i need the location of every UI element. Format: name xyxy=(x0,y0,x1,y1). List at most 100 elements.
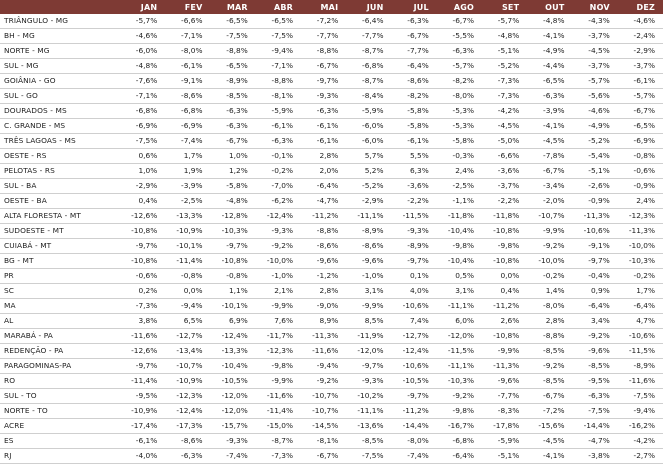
value-cell: -9,1% xyxy=(572,238,618,254)
header-corner xyxy=(0,0,120,14)
value-cell: -6,8% xyxy=(346,58,392,74)
value-cell: -6,3% xyxy=(572,388,618,404)
month-header-mai: MAI xyxy=(301,0,347,14)
value-cell: -9,6% xyxy=(346,253,392,269)
value-cell: -9,9% xyxy=(255,373,301,389)
month-header-jan: JAN xyxy=(120,0,166,14)
table-row: RJ -4,0% -6,3% -7,4% -7,3% -6,7% -7,5% -7,4% -6,… xyxy=(0,448,663,464)
value-cell: -3,7% xyxy=(617,58,663,74)
value-cell: -11,1% xyxy=(346,208,392,224)
value-cell: -4,5% xyxy=(572,43,618,59)
table-row: SUL - MG -4,8% -6,1% -6,5% -7,1% -6,7% -6,8% -6… xyxy=(0,58,663,74)
value-cell: -10,3% xyxy=(210,223,256,239)
value-cell: -7,1% xyxy=(165,28,211,44)
value-cell: -14,5% xyxy=(301,418,347,434)
value-cell: -9,9% xyxy=(255,298,301,314)
value-cell: -9,4% xyxy=(165,298,211,314)
value-cell: -9,7% xyxy=(346,358,392,374)
value-cell: -9,8% xyxy=(482,238,528,254)
value-cell: -7,1% xyxy=(255,58,301,74)
value-cell: -8,5% xyxy=(210,88,256,104)
value-cell: -11,6% xyxy=(255,388,301,404)
value-cell: -0,6% xyxy=(617,163,663,179)
table-row: NORTE - TO -10,9% -12,4% -12,0% -11,4% -10,7%… xyxy=(0,403,663,419)
value-cell: -4,0% xyxy=(120,448,166,464)
value-cell: -9,6% xyxy=(301,253,347,269)
value-cell: -4,7% xyxy=(572,433,618,449)
value-cell: -7,7% xyxy=(346,28,392,44)
value-cell: -8,3% xyxy=(482,403,528,419)
value-cell: -10,1% xyxy=(165,238,211,254)
value-cell: -10,9% xyxy=(165,373,211,389)
value-cell: -10,8% xyxy=(482,223,528,239)
table-row: PR -0,6% -0,8% -0,8% -1,0% -1,2% -1,0% 0,1% 0,5%… xyxy=(0,268,663,284)
value-cell: -2,5% xyxy=(436,178,482,194)
value-cell: -11,6% xyxy=(617,373,663,389)
value-cell: -5,1% xyxy=(482,448,528,464)
value-cell: -10,8% xyxy=(120,253,166,269)
value-cell: -4,2% xyxy=(482,103,528,119)
value-cell: -3,6% xyxy=(482,163,528,179)
region-label: C. GRANDE - MS xyxy=(0,118,120,134)
value-cell: -11,1% xyxy=(346,403,392,419)
value-cell: -5,8% xyxy=(391,103,437,119)
value-cell: -2,9% xyxy=(346,193,392,209)
value-cell: -11,8% xyxy=(436,208,482,224)
value-cell: -7,5% xyxy=(120,133,166,149)
value-cell: -10,3% xyxy=(617,253,663,269)
value-cell: -7,4% xyxy=(391,448,437,464)
value-cell: 3,4% xyxy=(572,313,618,329)
value-cell: -4,8% xyxy=(120,58,166,74)
value-cell: 6,5% xyxy=(165,313,211,329)
value-cell: 0,2% xyxy=(120,283,166,299)
value-cell: -9,2% xyxy=(527,238,573,254)
value-cell: -12,3% xyxy=(617,208,663,224)
value-cell: -9,9% xyxy=(527,223,573,239)
table-row: SUL - TO -9,5% -12,3% -12,0% -11,6% -10,7% -10… xyxy=(0,388,663,404)
value-cell: -10,7% xyxy=(165,358,211,374)
value-cell: -5,2% xyxy=(482,58,528,74)
value-cell: -11,2% xyxy=(301,208,347,224)
value-cell: -8,5% xyxy=(346,433,392,449)
value-cell: -6,1% xyxy=(165,58,211,74)
value-cell: -12,6% xyxy=(120,343,166,359)
value-cell: -16,2% xyxy=(617,418,663,434)
value-cell: -5,8% xyxy=(210,178,256,194)
value-cell: -6,1% xyxy=(391,133,437,149)
value-cell: 4,7% xyxy=(617,313,663,329)
month-header-nov: NOV xyxy=(572,0,618,14)
value-cell: -7,8% xyxy=(527,148,573,164)
value-cell: -10,7% xyxy=(527,208,573,224)
table-row: PELOTAS - RS 1,0% 1,9% 1,2% -0,2% 2,0% 5,2% 6,3… xyxy=(0,163,663,179)
value-cell: -8,9% xyxy=(391,238,437,254)
value-cell: -6,5% xyxy=(617,118,663,134)
value-cell: -8,9% xyxy=(210,73,256,89)
value-cell: -11,5% xyxy=(391,208,437,224)
table-row: TRIÂNGULO - MG -5,7% -6,6% -6,5% -6,5% -7,2% -… xyxy=(0,14,663,29)
value-cell: -12,7% xyxy=(391,328,437,344)
value-cell: -6,5% xyxy=(255,14,301,29)
value-cell: -8,7% xyxy=(346,43,392,59)
value-cell: -11,7% xyxy=(255,328,301,344)
value-cell: -4,8% xyxy=(210,193,256,209)
value-cell: -8,5% xyxy=(527,373,573,389)
value-cell: -9,3% xyxy=(391,223,437,239)
value-cell: -0,2% xyxy=(255,163,301,179)
value-cell: -8,4% xyxy=(346,88,392,104)
value-cell: -5,9% xyxy=(482,433,528,449)
value-cell: -3,6% xyxy=(391,178,437,194)
value-cell: -7,0% xyxy=(255,178,301,194)
value-cell: -8,0% xyxy=(436,88,482,104)
value-cell: 2,8% xyxy=(527,313,573,329)
value-cell: -6,4% xyxy=(617,298,663,314)
value-cell: -9,6% xyxy=(572,343,618,359)
table-row: ES -6,1% -8,6% -9,3% -8,7% -8,1% -8,5% -8,0% -6,… xyxy=(0,433,663,449)
table-row: DOURADOS - MS -6,8% -6,8% -6,3% -5,9% -6,3% -5… xyxy=(0,103,663,119)
value-cell: -10,8% xyxy=(482,253,528,269)
value-cell: -10,0% xyxy=(617,238,663,254)
value-cell: -9,3% xyxy=(301,88,347,104)
region-label: BG - MT xyxy=(0,253,120,269)
value-cell: -6,8% xyxy=(120,103,166,119)
value-cell: -4,5% xyxy=(527,133,573,149)
value-cell: -5,2% xyxy=(572,133,618,149)
